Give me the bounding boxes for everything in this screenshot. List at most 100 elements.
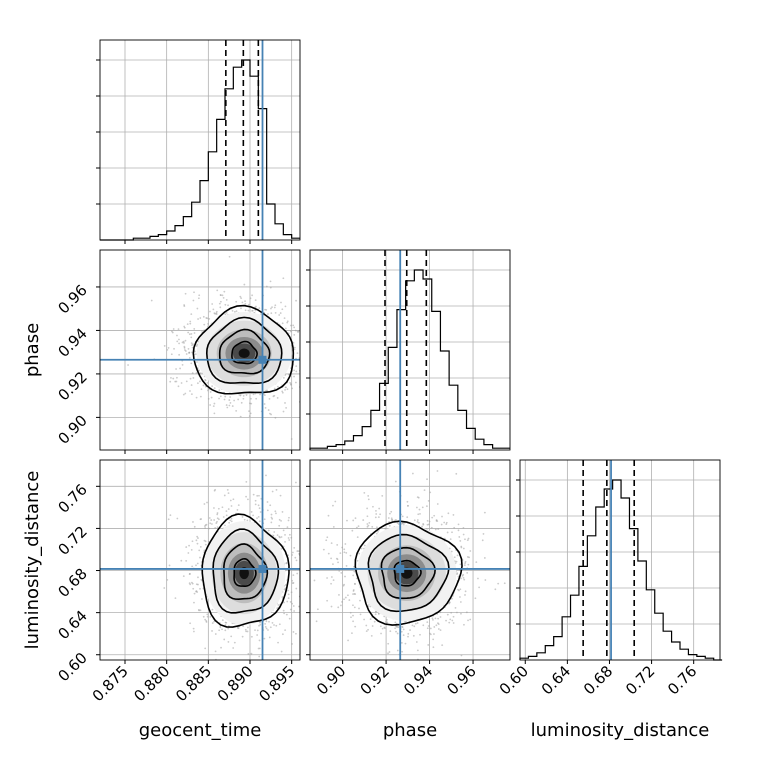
sample-point (193, 328, 196, 330)
sample-point (199, 395, 202, 398)
sample-point (429, 632, 431, 635)
panel-frame (99, 249, 301, 451)
sample-point (251, 309, 253, 312)
sample-point (355, 526, 358, 529)
sample-point (209, 522, 212, 525)
sample-point (216, 512, 219, 514)
sample-point (276, 397, 279, 399)
sample-point (307, 531, 309, 533)
sample-point (219, 300, 222, 303)
sample-point (197, 537, 199, 539)
sample-point (439, 616, 442, 618)
x-tick-label: 0.72 (622, 662, 658, 698)
sample-point (276, 607, 279, 610)
injection-marker (258, 564, 267, 573)
sample-point (256, 634, 259, 636)
sample-point (347, 639, 349, 642)
sample-point (293, 348, 296, 351)
sample-point (358, 607, 360, 610)
sample-point (246, 519, 249, 522)
sample-point (387, 517, 390, 519)
sample-point (406, 516, 409, 519)
sample-point (326, 599, 329, 602)
sample-point (189, 390, 191, 392)
sample-point (190, 581, 193, 584)
sample-point (339, 552, 342, 555)
sample-point (483, 557, 486, 559)
sample-point (435, 519, 438, 522)
contour-line (393, 559, 422, 587)
x-tick-label: 0.895 (255, 662, 298, 705)
sample-point (180, 382, 183, 384)
sample-point (195, 396, 198, 399)
sample-point (294, 329, 297, 332)
sample-point (263, 518, 266, 521)
pair-plot-area (100, 250, 332, 450)
sample-point (189, 322, 192, 325)
sample-point (213, 519, 216, 521)
sample-point (286, 600, 289, 603)
sample-point (347, 594, 349, 597)
sample-point (429, 491, 432, 494)
panel-frame (519, 459, 721, 661)
sample-point (294, 481, 297, 484)
sample-point (455, 560, 458, 563)
sample-point (224, 524, 226, 527)
sample-point (387, 652, 389, 655)
x-axis-title-phase: phase (383, 720, 437, 741)
sample-point (344, 596, 347, 599)
sample-point (401, 515, 404, 518)
histogram-panel-geocent_time (96, 39, 301, 244)
sample-point (451, 531, 453, 534)
sample-point (430, 526, 433, 529)
sample-point (208, 517, 211, 519)
sample-point (202, 384, 205, 387)
x-axis-title-luminosity_distance: luminosity_distance (531, 720, 710, 741)
contour-line (192, 304, 295, 395)
sample-point (258, 624, 260, 627)
sample-point (437, 628, 440, 630)
sample-point (216, 517, 219, 520)
sample-point (378, 507, 381, 510)
sample-point (254, 309, 257, 312)
sample-point (425, 505, 428, 508)
sample-point (273, 624, 275, 626)
sample-point (278, 518, 281, 521)
sample-point (209, 404, 212, 406)
sample-point (336, 544, 339, 546)
sample-point (225, 404, 228, 406)
sample-point (484, 579, 487, 581)
sample-point (179, 367, 181, 370)
sample-point (188, 356, 191, 359)
sample-point (269, 286, 272, 289)
sample-point (419, 512, 421, 515)
sample-point (290, 438, 293, 440)
sample-point (432, 638, 435, 641)
sample-point (458, 536, 461, 538)
histogram-step (309, 269, 510, 450)
sample-point (336, 558, 339, 561)
sample-point (204, 524, 207, 527)
sample-point (193, 601, 195, 604)
sample-point (256, 517, 258, 520)
sample-point (185, 353, 188, 355)
sample-point (284, 584, 287, 586)
sample-point (184, 350, 187, 352)
sample-point (459, 596, 461, 598)
sample-point (172, 377, 175, 380)
sample-point (346, 519, 348, 522)
sample-point (305, 581, 307, 583)
sample-point (456, 611, 458, 614)
sample-point (231, 405, 234, 407)
sample-point (175, 368, 177, 370)
sample-point (233, 399, 236, 402)
sample-point (223, 638, 226, 641)
sample-point (268, 620, 270, 623)
sample-point (330, 386, 332, 388)
sample-point (178, 342, 180, 345)
sample-point (170, 353, 173, 356)
sample-point (301, 583, 303, 585)
contour-line (354, 520, 463, 626)
sample-point (191, 344, 193, 346)
sample-point (182, 575, 185, 578)
